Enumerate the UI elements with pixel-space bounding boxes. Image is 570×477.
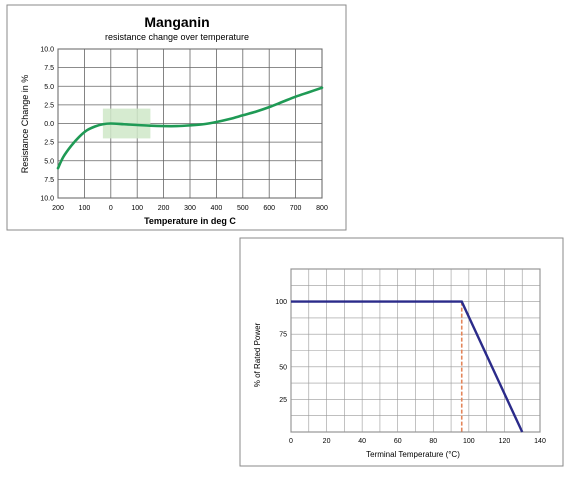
power-x-ticks: 0 20 40 60 80 100 120 140 (289, 438, 546, 445)
manganin-x-ticks: 200 100 0 100 200 300 400 500 600 700 800 (52, 205, 328, 212)
manganin-x-tick-label: 100 (79, 205, 91, 212)
manganin-x-tick-label: 700 (290, 205, 302, 212)
manganin-y-tick-label: 5.0 (44, 84, 54, 91)
manganin-x-tick-label: 500 (237, 205, 249, 212)
manganin-x-tick-label: 200 (158, 205, 170, 212)
power-series (291, 300, 524, 433)
manganin-x-tick-label: 0 (109, 205, 113, 212)
manganin-y-tick-label: 5.0 (44, 158, 54, 165)
power-x-tick-label: 140 (534, 438, 546, 445)
power-y-axis-label: % of Rated Power (253, 322, 262, 387)
manganin-y-tick-label: 2.5 (44, 102, 54, 109)
power-x-tick-label: 60 (394, 438, 402, 445)
manganin-x-tick-label: 300 (184, 205, 196, 212)
manganin-x-axis-label: Temperature in deg C (144, 216, 236, 226)
power-derating-curve (291, 300, 524, 433)
manganin-x-tick-label: 100 (131, 205, 143, 212)
power-x-tick-label: 20 (323, 438, 331, 445)
power-x-tick-label: 40 (358, 438, 366, 445)
manganin-y-axis-label: Resistance Change in % (20, 75, 30, 174)
manganin-x-tick-label: 200 (52, 205, 64, 212)
manganin-y-tick-label: 7.5 (44, 177, 54, 184)
manganin-x-tick-label: 800 (316, 205, 328, 212)
power-x-tick-label: 80 (429, 438, 437, 445)
manganin-y-tick-label: 2.5 (44, 140, 54, 147)
power-y-tick-label: 100 (275, 299, 287, 306)
power-y-tick-label: 50 (279, 364, 287, 371)
manganin-y-tick-label: 0.0 (44, 121, 54, 128)
power-y-tick-label: 75 (279, 332, 287, 339)
manganin-y-ticks: 10.0 7.5 5.0 2.5 0.0 2.5 5.0 7.5 10.0 (40, 47, 54, 203)
power-x-axis-label: Terminal Temperature (°C) (366, 450, 460, 459)
power-y-ticks: 25 50 75 100 (275, 299, 287, 404)
manganin-x-tick-label: 600 (263, 205, 275, 212)
manganin-y-tick-label: 10.0 (40, 47, 54, 54)
manganin-y-tick-label: 7.5 (44, 65, 54, 72)
power-x-tick-label: 120 (499, 438, 511, 445)
manganin-x-tick-label: 400 (211, 205, 223, 212)
manganin-grid (57, 48, 323, 199)
manganin-curve (56, 86, 324, 170)
power-x-tick-label: 0 (289, 438, 293, 445)
manganin-y-tick-label: 10.0 (40, 196, 54, 203)
manganin-series (56, 86, 324, 170)
power-x-tick-label: 100 (463, 438, 475, 445)
manganin-title: Manganin (144, 14, 209, 30)
power-grid (290, 268, 541, 433)
manganin-subtitle: resistance change over temperature (105, 32, 249, 42)
power-y-tick-label: 25 (279, 397, 287, 404)
